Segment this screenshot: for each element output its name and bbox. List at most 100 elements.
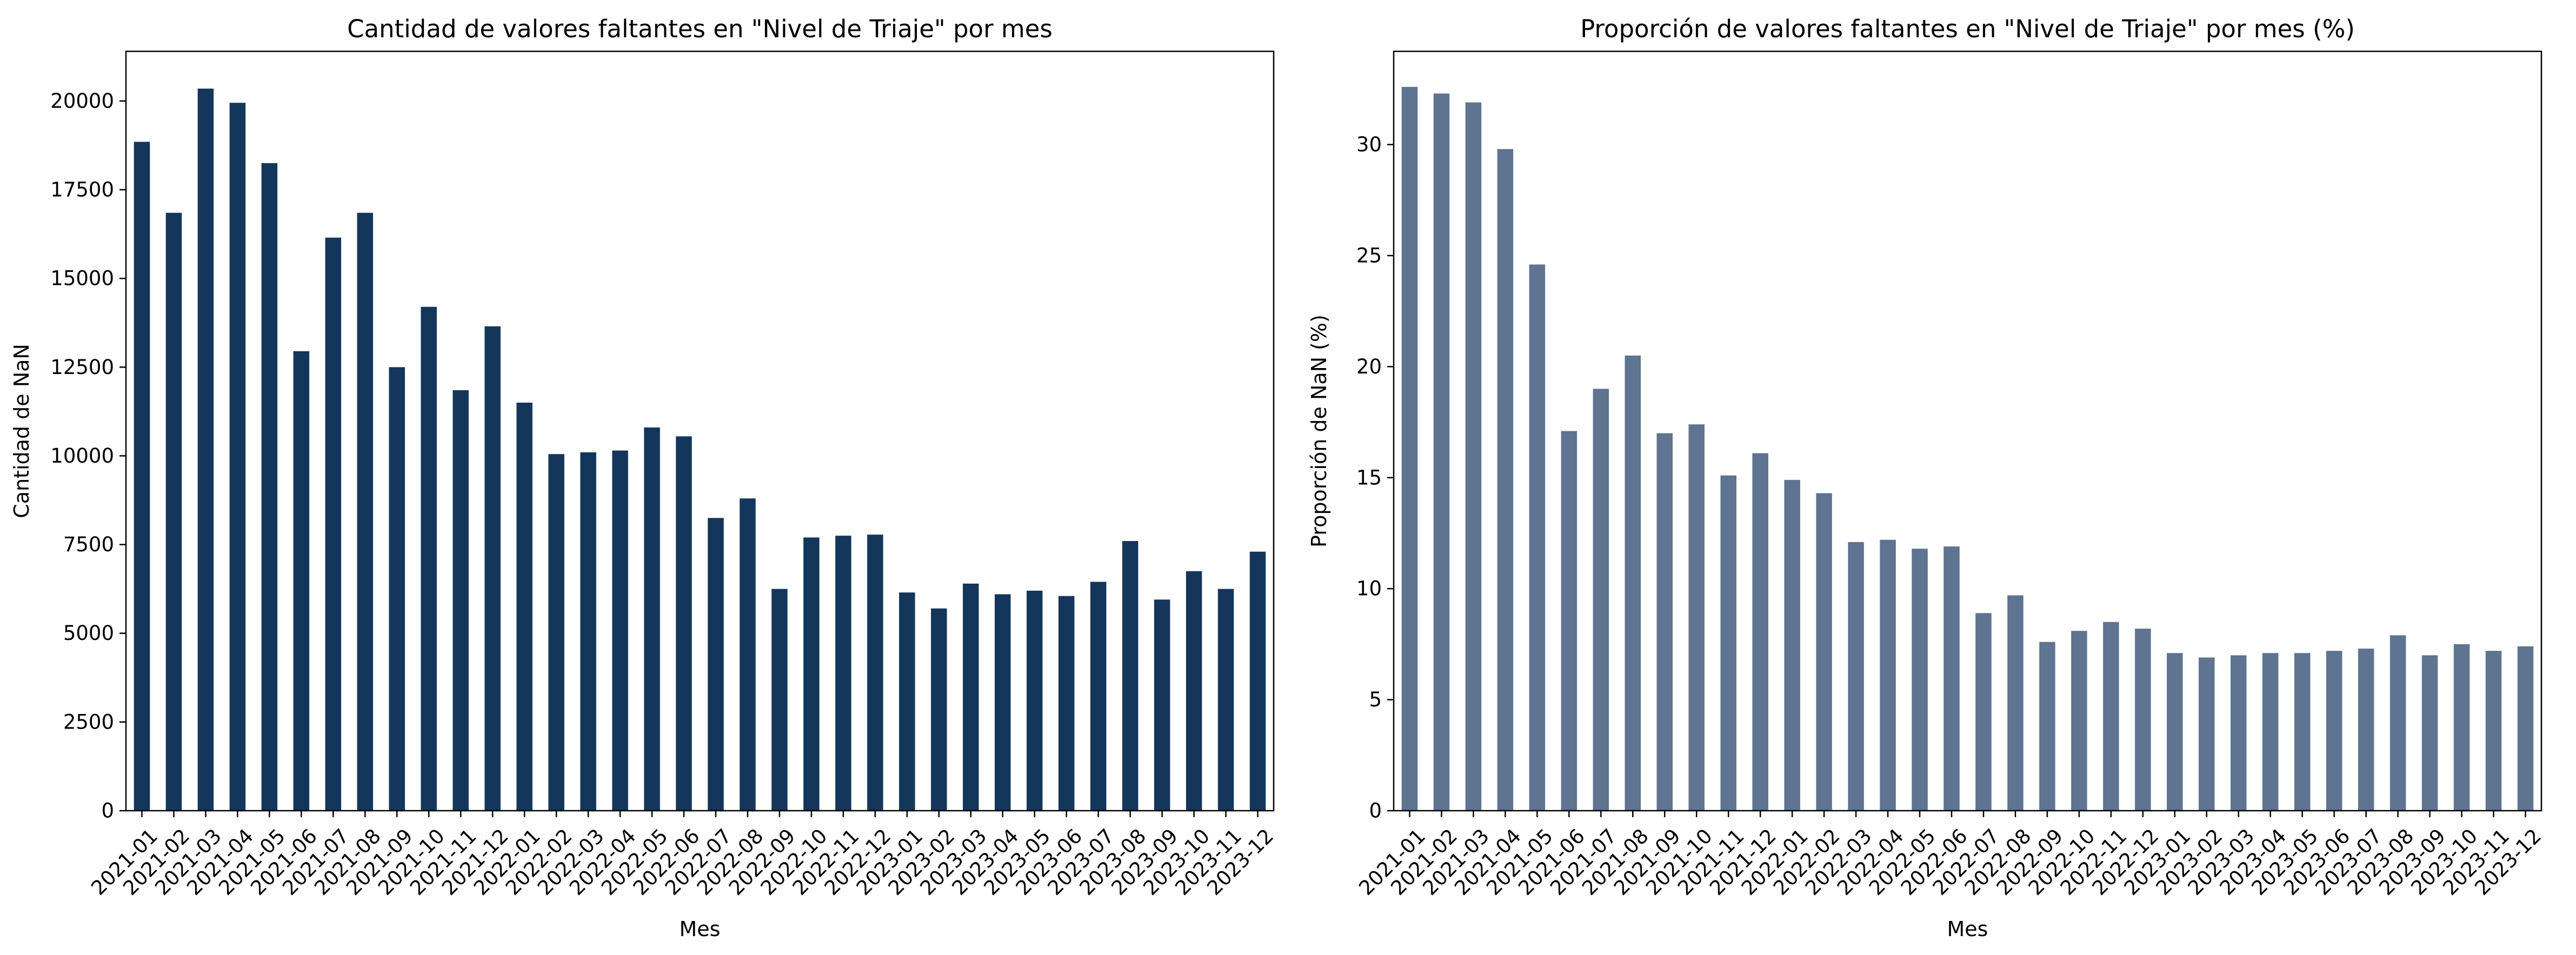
y-tick-label: 12500 xyxy=(50,356,114,379)
y-tick-label: 5 xyxy=(1369,688,1382,711)
bar-2022-07 xyxy=(1975,613,1992,811)
bar-2023-03 xyxy=(2231,655,2247,811)
bar-2023-10 xyxy=(1186,571,1202,811)
bar-2023-05 xyxy=(1026,590,1043,811)
bar-2022-12 xyxy=(867,535,883,811)
y-axis-label: Cantidad de NaN xyxy=(10,344,34,518)
bar-2022-09 xyxy=(2039,642,2055,811)
bar-2022-06 xyxy=(1943,546,1960,811)
bar-2021-01 xyxy=(1401,86,1418,811)
bar-2021-04 xyxy=(1497,149,1514,811)
bar-2022-05 xyxy=(644,427,660,811)
bar-2021-06 xyxy=(1561,431,1577,811)
bar-2022-09 xyxy=(771,589,788,811)
bar-2022-11 xyxy=(835,536,851,811)
bar-2023-11 xyxy=(2485,651,2502,811)
bar-2021-11 xyxy=(452,390,469,811)
bar-2022-04 xyxy=(612,450,628,811)
plot-frame xyxy=(1393,50,2542,812)
y-axis-label: Proporción de NaN (%) xyxy=(1307,315,1331,547)
bar-2023-08 xyxy=(2389,635,2406,811)
bar-2023-02 xyxy=(2199,657,2215,811)
bar-2022-01 xyxy=(1784,479,1800,811)
y-tick-label: 15 xyxy=(1356,466,1382,489)
bar-2023-09 xyxy=(1154,599,1170,811)
bar-2022-06 xyxy=(676,436,692,811)
y-tick-label: 5000 xyxy=(63,622,114,645)
bar-2022-05 xyxy=(1912,549,1928,811)
bar-2021-05 xyxy=(261,163,278,811)
bar-2022-12 xyxy=(2135,629,2151,811)
plot-frame xyxy=(125,50,1275,812)
bars xyxy=(134,88,1266,811)
y-tick-label: 7500 xyxy=(63,533,114,556)
bar-2022-11 xyxy=(2103,622,2119,811)
y-tick-label: 10 xyxy=(1356,577,1382,600)
y-tick-label: 2500 xyxy=(63,710,114,733)
y-axis: 0 5 10 15 20 25 30 xyxy=(1356,133,1394,823)
bar-2021-02 xyxy=(165,212,182,811)
x-axis-label: Mes xyxy=(680,917,721,941)
bar-2021-09 xyxy=(1656,433,1673,811)
bar-2022-10 xyxy=(2071,631,2087,811)
y-tick-label: 30 xyxy=(1356,133,1382,156)
bar-2023-04 xyxy=(2262,653,2279,811)
y-tick-label: 20000 xyxy=(50,89,114,112)
bar-2023-11 xyxy=(1217,589,1234,811)
bar-2021-10 xyxy=(421,306,437,811)
bar-2022-08 xyxy=(740,498,756,811)
bar-2021-11 xyxy=(1720,475,1736,811)
bar-2021-06 xyxy=(293,351,310,811)
bar-2022-01 xyxy=(516,402,532,811)
chart-title: Cantidad de valores faltantes en "Nivel … xyxy=(347,15,1053,43)
bar-2023-06 xyxy=(1058,596,1075,811)
bar-2021-02 xyxy=(1433,94,1450,811)
bar-2021-01 xyxy=(134,142,150,811)
y-tick-label: 17500 xyxy=(50,178,114,202)
bar-2023-01 xyxy=(899,592,915,811)
bar-2021-05 xyxy=(1529,264,1546,811)
bars xyxy=(1401,86,2534,811)
bar-2021-07 xyxy=(325,237,342,811)
bar-2023-12 xyxy=(2517,646,2534,811)
bar-2021-09 xyxy=(389,367,405,811)
bar-2021-10 xyxy=(1688,424,1705,811)
bar-2021-04 xyxy=(229,103,246,811)
bar-2022-02 xyxy=(548,454,564,811)
bar-2023-08 xyxy=(1122,541,1139,811)
bar-2022-03 xyxy=(580,452,596,811)
bar-2022-04 xyxy=(1880,539,1896,811)
bar-2023-07 xyxy=(1090,582,1107,811)
bar-2023-05 xyxy=(2294,653,2311,811)
bar-2021-03 xyxy=(197,88,214,811)
bar-2022-02 xyxy=(1816,493,1832,811)
y-tick-label: 10000 xyxy=(50,444,114,468)
bar-2021-12 xyxy=(484,326,501,811)
bar-2022-03 xyxy=(1848,542,1864,811)
y-tick-label: 0 xyxy=(1369,799,1382,823)
y-tick-label: 0 xyxy=(101,799,114,823)
bar-2021-08 xyxy=(1625,355,1641,811)
y-tick-label: 25 xyxy=(1356,244,1382,267)
bar-2023-09 xyxy=(2421,655,2438,811)
bar-2021-03 xyxy=(1465,102,1482,811)
bar-2023-12 xyxy=(1249,551,1266,811)
bar-2022-07 xyxy=(708,518,724,811)
bar-2021-12 xyxy=(1752,453,1768,811)
chart-title: Proporción de valores faltantes en "Nive… xyxy=(1580,15,2355,43)
bar-2023-01 xyxy=(2167,653,2183,811)
bar-2023-06 xyxy=(2326,651,2342,811)
bar-2021-08 xyxy=(357,212,374,811)
y-tick-label: 15000 xyxy=(50,267,114,290)
bar-2023-10 xyxy=(2453,644,2470,811)
bar-2022-08 xyxy=(2007,595,2023,811)
bar-2022-10 xyxy=(803,537,820,811)
bar-2023-02 xyxy=(931,608,947,811)
bar-2023-04 xyxy=(994,594,1011,811)
y-tick-label: 20 xyxy=(1356,355,1382,378)
bar-2021-07 xyxy=(1593,389,1609,811)
x-axis-label: Mes xyxy=(1947,917,1988,941)
bar-2023-07 xyxy=(2358,649,2374,811)
y-axis: 0 2500 5000 7500 10000 12500 15000 17500 20000 xyxy=(50,89,126,823)
